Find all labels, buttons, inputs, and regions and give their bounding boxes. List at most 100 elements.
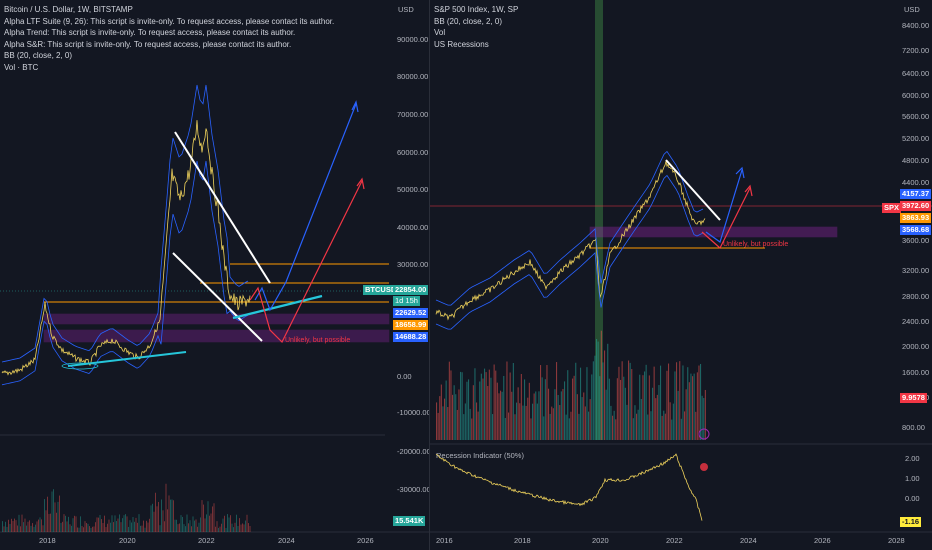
spx-volume-bar — [634, 405, 636, 440]
spx-volume-bar — [469, 408, 471, 440]
btc-legend-line-4[interactable]: Alpha S&R: This script is invite-only. T… — [4, 39, 292, 49]
spx-volume-bar — [644, 371, 646, 440]
spx-projection-up-arrowhead — [735, 166, 745, 179]
spx-volume-bar — [693, 373, 695, 440]
spx-volume-bar — [698, 365, 700, 440]
spx-chart-canvas[interactable]: USD 8400.00 7200.00 6400.00 6000.00 5600.00 52… — [430, 0, 932, 550]
btc-volume-bar — [207, 501, 209, 532]
spx-legend-line-1[interactable]: S&P 500 Index, 1W, SP — [434, 5, 519, 14]
spx-volume-bar — [452, 394, 454, 440]
spx-volume-bar — [668, 363, 670, 440]
btc-volume-bar — [249, 525, 251, 532]
btc-volume-bar — [153, 511, 155, 532]
spx-volume-bar — [522, 405, 524, 440]
btc-volume-bar — [69, 524, 71, 532]
spx-volume-bar — [472, 385, 474, 440]
btc-volume-bar — [221, 523, 222, 532]
btc-volume-bar — [212, 506, 213, 532]
spx-volume-bar — [677, 390, 679, 440]
spx-volume-bar — [586, 367, 588, 440]
btc-volume-bar — [24, 518, 26, 532]
spx-legend-line-3[interactable]: Vol — [434, 28, 446, 38]
btc-legend-line-2[interactable]: Alpha LTF Suite (9, 26): This script is … — [4, 16, 335, 26]
spx-volume-bar — [682, 365, 684, 440]
spx-y-tick-label: 1600.00 — [902, 368, 929, 377]
spx-price-tag-2: 3972.60 — [900, 201, 932, 211]
btc-y-tick-label: -30000.00 — [397, 485, 429, 494]
btc-volume-bar — [80, 516, 81, 532]
btc-volume-bar — [137, 522, 138, 532]
spx-legend-line-4[interactable]: US Recessions — [434, 39, 489, 49]
btc-volume-bar — [224, 515, 225, 532]
pane-divider[interactable] — [429, 0, 430, 550]
spx-legend-line-2[interactable]: BB (20, close, 2, 0) — [434, 16, 503, 26]
spx-volume-bar — [576, 394, 578, 440]
btc-volume-bar — [200, 517, 201, 532]
btc-volume-bar — [228, 517, 230, 532]
btc-purple-zone-upper — [43, 313, 390, 325]
btc-volume-bar — [105, 527, 107, 532]
btc-volume-bar — [54, 502, 56, 532]
btc-chart-canvas[interactable]: USD 90000.00 80000.00 70000.00 60000.00 50000… — [0, 0, 429, 550]
spx-volume-bar — [648, 375, 650, 440]
spx-y-tick-label: 2000.00 — [902, 342, 929, 351]
btc-volume-tag: 15.541K — [393, 516, 426, 526]
spx-volume-bar — [592, 361, 594, 440]
spx-volume-bar — [546, 365, 548, 440]
spx-volume-bar — [498, 393, 500, 440]
spx-volume-bar — [688, 382, 690, 440]
btc-volume-bar — [11, 518, 12, 532]
spx-volume-bar — [496, 382, 498, 440]
btc-legend-line-1[interactable]: Bitcoin / U.S. Dollar, 1W, BITSTAMP — [4, 5, 133, 14]
spx-volume-bar — [514, 414, 516, 440]
btc-volume-bar — [39, 517, 41, 532]
spx-projection-down — [701, 187, 751, 249]
spx-volume-bar — [554, 389, 556, 440]
btc-volume-bar — [63, 514, 65, 532]
btc-volume-bar — [60, 522, 62, 532]
btc-volume-bar — [195, 519, 197, 532]
spx-volume-bar — [557, 394, 559, 440]
btc-volume-bar — [146, 520, 147, 532]
spx-volume-bar — [468, 379, 470, 440]
spx-volume-bar — [676, 362, 678, 440]
btc-volume-bar — [248, 523, 249, 532]
spx-volume-bar — [666, 370, 668, 440]
btc-volume-bar — [77, 527, 78, 532]
spx-volume-bar — [532, 403, 534, 440]
spx-chart-pane[interactable]: USD 8400.00 7200.00 6400.00 6000.00 5600.00 52… — [430, 0, 932, 550]
spx-volume-bar — [616, 378, 618, 440]
spx-volume-bar — [551, 406, 553, 440]
spx-volume-bar — [602, 362, 604, 440]
btc-volume-bar — [206, 514, 207, 532]
spx-volume-bar — [466, 381, 468, 440]
spx-volume-bar — [704, 389, 706, 440]
btc-volume-bar — [30, 525, 32, 532]
recession-indicator-dot — [700, 463, 708, 471]
spx-volume-bar — [460, 371, 462, 440]
btc-volume-bar — [119, 514, 120, 532]
btc-volume-bar — [57, 501, 59, 532]
btc-volume-bar — [21, 514, 23, 532]
spx-y-tick-label: 7200.00 — [902, 46, 929, 55]
btc-volume-bar — [242, 523, 243, 532]
btc-chart-pane[interactable]: USD 90000.00 80000.00 70000.00 60000.00 50000… — [0, 0, 429, 550]
btc-legend-line-5[interactable]: BB (20, close, 2, 0) — [4, 51, 73, 61]
btc-volume-bar — [216, 521, 218, 532]
btc-volume-bar — [45, 510, 47, 532]
btc-volume-bar — [185, 526, 186, 532]
btc-volume-bar — [141, 525, 143, 532]
spx-volume-bar — [597, 341, 599, 440]
btc-legend-line-3[interactable]: Alpha Trend: This script is invite-only.… — [4, 28, 296, 38]
spx-volume-bar — [695, 411, 697, 440]
spx-volume-bar — [533, 393, 535, 440]
btc-volume-bar — [23, 522, 24, 532]
spx-y-tick-label: 2800.00 — [902, 292, 929, 301]
spx-volume-bar — [583, 392, 585, 440]
btc-volume-bar — [6, 526, 8, 532]
btc-volume-bar — [246, 514, 248, 532]
btc-legend-line-6[interactable]: Vol · BTC — [4, 62, 39, 72]
btc-volume-bar — [72, 518, 74, 532]
btc-volume-bar — [233, 527, 234, 532]
btc-volume-bar — [204, 518, 206, 532]
